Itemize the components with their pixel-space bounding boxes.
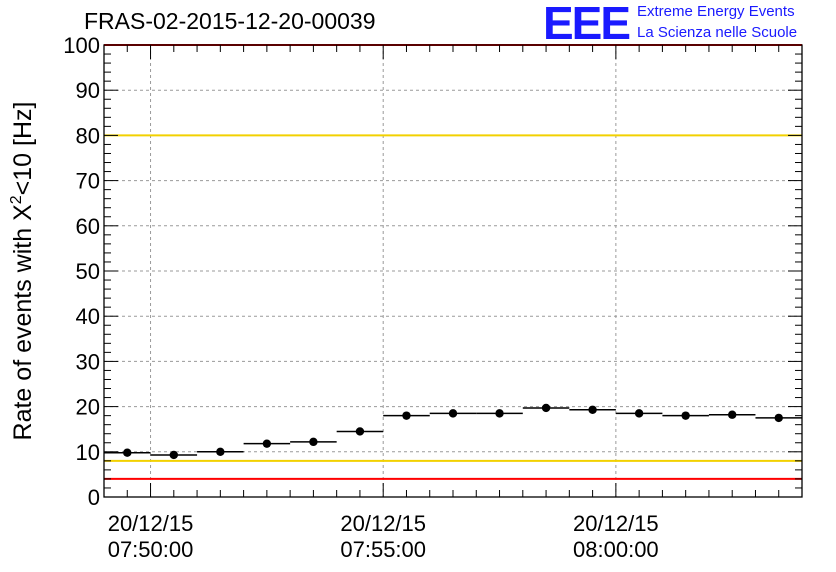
data-point [774,413,783,423]
data-point [681,411,690,420]
y-tick-label: 80 [76,123,100,148]
x-tick-label-time: 07:50:00 [108,537,194,562]
y-axis-label: Rate of events with X2<10 [Hz] [8,102,37,441]
y-tick-label: 100 [63,33,100,58]
chart-title: FRAS-02-2015-12-20-00039 [84,8,376,34]
data-point [402,411,411,420]
x-tick-label-date: 20/12/15 [573,511,659,536]
x-tick-label-time: 08:00:00 [573,537,659,562]
y-tick-label: 90 [76,78,100,103]
y-tick-label: 20 [76,395,100,420]
x-tick-label-date: 20/12/15 [108,511,194,536]
data-point [588,405,597,414]
y-tick-label: 40 [76,304,100,329]
data-point [216,447,225,456]
data-point [448,409,458,418]
data-point [169,450,178,460]
y-tick-label: 10 [76,440,100,465]
y-tick-label: 30 [76,349,100,374]
data-point [728,410,737,419]
y-tick-label: 60 [76,214,100,239]
logo-tagline-2: La Scienza nelle Scuole [637,24,798,41]
data-point [262,439,272,448]
eee-logo: EEE [543,0,631,49]
data-point [123,448,132,457]
data-point [309,437,318,447]
logo-tagline-1: Extreme Energy Events [637,3,795,20]
x-tick-label-date: 20/12/15 [340,511,426,536]
y-tick-label: 0 [88,485,100,510]
y-tick-label: 50 [76,259,100,284]
data-point [634,409,644,418]
data-point [355,427,365,436]
data-point [541,403,551,413]
data-point [495,409,504,418]
y-tick-label: 70 [76,169,100,194]
x-tick-label-time: 07:55:00 [340,537,426,562]
